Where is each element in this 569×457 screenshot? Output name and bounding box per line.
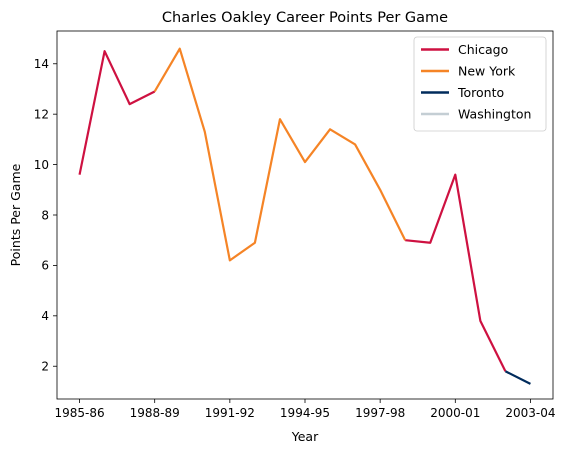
y-tick-label: 4 [41,309,49,323]
x-tick-label: 1988-89 [130,406,180,420]
y-tick-label: 14 [34,57,49,71]
y-tick-label: 6 [41,259,49,273]
y-tick-label: 8 [41,208,49,222]
x-tick-label: 2003-04 [505,406,555,420]
legend-label-new-york: New York [458,64,516,79]
legend-label-chicago: Chicago [458,42,508,57]
x-tick-label: 1994-95 [280,406,330,420]
legend-label-toronto: Toronto [457,85,504,100]
x-tick-label: 2000-01 [430,406,480,420]
y-axis-label: Points Per Game [8,163,23,266]
legend: Chicago New York Toronto Washington [414,37,546,131]
legend-label-washington: Washington [458,107,531,122]
x-axis-label: Year [291,429,319,444]
x-tick-label: 1997-98 [355,406,405,420]
y-tick-label: 12 [34,107,49,121]
x-tick-label: 1985-86 [54,406,104,420]
chart-title: Charles Oakley Career Points Per Game [162,10,448,26]
y-tick-label: 10 [34,158,49,172]
y-tick-label: 2 [41,360,49,374]
x-tick-label: 1991-92 [205,406,255,420]
